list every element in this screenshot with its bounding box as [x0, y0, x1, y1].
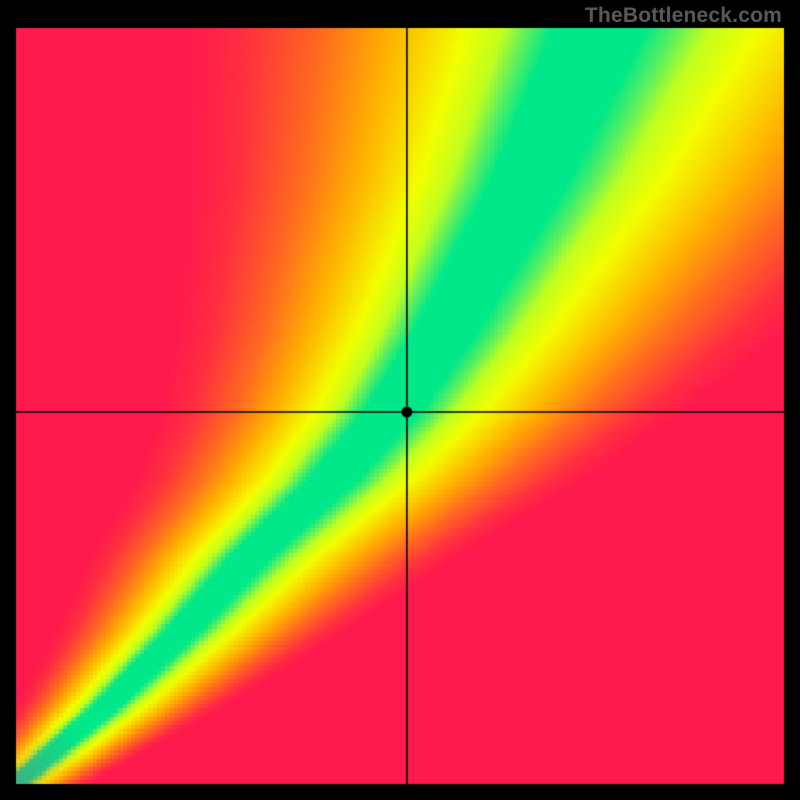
bottleneck-heatmap — [0, 0, 800, 800]
watermark-label: TheBottleneck.com — [585, 4, 782, 28]
